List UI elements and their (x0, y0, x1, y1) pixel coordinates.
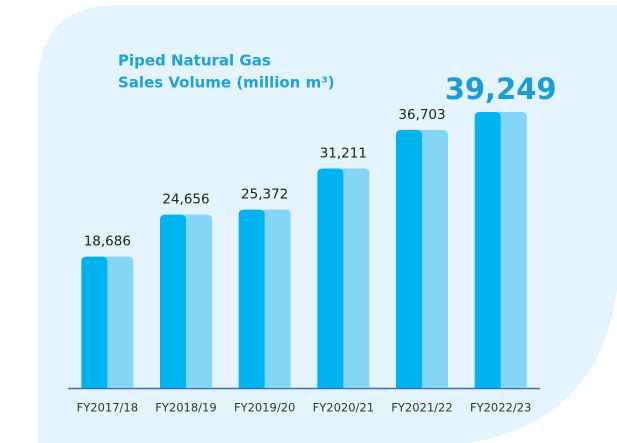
value-label: 39,249 (445, 72, 557, 106)
bar (238, 209, 291, 388)
value-label: 18,686 (84, 234, 131, 250)
x-tick-label: FY2020/21 (313, 401, 374, 415)
bar-part (160, 214, 186, 388)
x-tick-label: FY2022/23 (470, 401, 531, 415)
chart-title: Sales Volume (million m³) (118, 74, 335, 92)
bar-part (341, 168, 370, 388)
bar-part (238, 209, 265, 388)
bar-part (420, 129, 448, 388)
x-tick-label: FY2019/20 (234, 401, 295, 415)
bar-part (474, 112, 501, 388)
bar (160, 214, 212, 388)
x-tick-label: FY2021/22 (391, 401, 452, 415)
x-tick-label: FY2018/19 (155, 401, 216, 415)
bar-part (396, 129, 422, 388)
value-label: 25,372 (241, 187, 288, 203)
value-label: 36,703 (398, 107, 445, 123)
value-label: 31,211 (320, 146, 367, 162)
bar-part (81, 256, 108, 388)
bar (81, 256, 134, 388)
bar (396, 129, 448, 388)
bar-part (262, 209, 291, 388)
chart-title: Piped Natural Gas (118, 52, 271, 70)
bar-part (105, 256, 134, 388)
corner-cut (470, 290, 617, 443)
bar-part (184, 214, 212, 388)
x-tick-label: FY2017/18 (77, 401, 138, 415)
value-label: 24,656 (162, 192, 209, 208)
bar (474, 112, 527, 388)
bar (317, 168, 370, 388)
bar-part (317, 168, 344, 388)
bar-part (498, 112, 527, 388)
